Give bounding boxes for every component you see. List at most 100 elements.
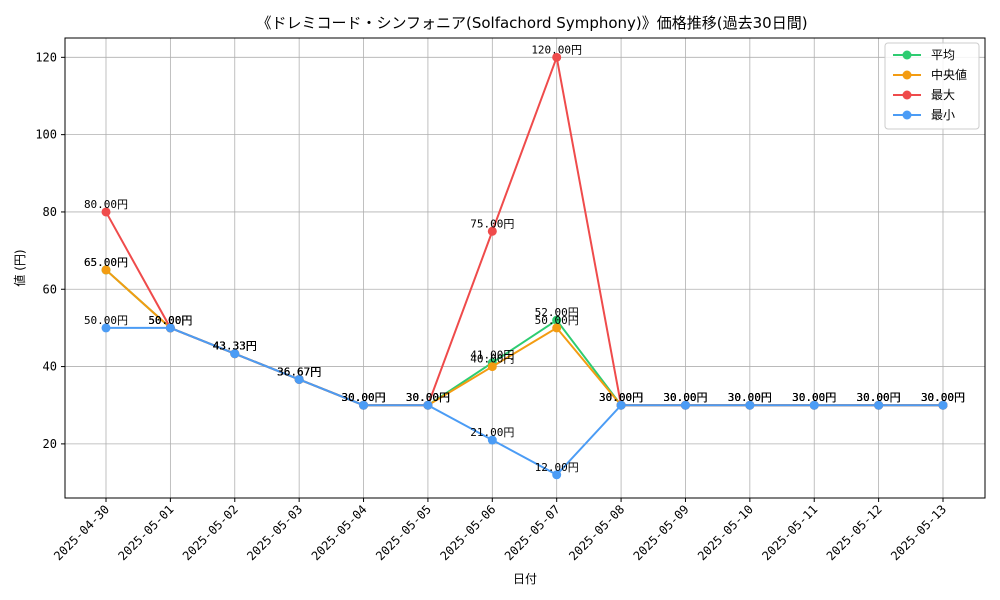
data-label: 30.00円 (341, 391, 385, 404)
grid-lines (65, 38, 985, 498)
legend-marker (902, 70, 912, 80)
data-point (874, 400, 884, 410)
data-point (230, 349, 240, 359)
data-label: 30.00円 (663, 391, 707, 404)
data-label: 30.00円 (406, 391, 450, 404)
data-label: 52.00円 (535, 306, 579, 319)
data-point (745, 400, 755, 410)
data-point (487, 362, 497, 372)
data-label: 30.00円 (857, 391, 901, 404)
y-tick-label: 80 (43, 205, 57, 219)
data-label: 21.00円 (470, 426, 514, 439)
y-tick-label: 60 (43, 282, 57, 296)
data-point (294, 374, 304, 384)
data-label: 36.67円 (277, 365, 321, 378)
data-point (423, 400, 433, 410)
y-tick-label: 120 (35, 50, 57, 64)
data-label: 43.33円 (213, 340, 257, 353)
data-point (809, 400, 819, 410)
data-point (938, 400, 948, 410)
data-point (680, 400, 690, 410)
data-label: 30.00円 (728, 391, 772, 404)
data-point (101, 323, 111, 333)
data-point (487, 226, 497, 236)
legend-label: 平均 (931, 48, 955, 62)
data-label: 36.67円 (277, 365, 321, 378)
data-label: 30.00円 (663, 391, 707, 404)
series-line (106, 326, 943, 477)
data-label: 30.00円 (857, 391, 901, 404)
data-point (101, 207, 111, 217)
y-axis-ticks: 20 40 60 80 100 120 (35, 50, 65, 451)
data-label: 30.00円 (921, 391, 965, 404)
data-point (616, 400, 626, 410)
legend-label: 最小 (931, 108, 955, 122)
data-label: 30.00円 (921, 391, 965, 404)
data-labels: 65.00円 50.00円 43.33円 36.67円 30.00円 30.00円 41.0… (84, 43, 965, 473)
data-label: 65.00円 (84, 256, 128, 269)
data-label: 65.00円 (84, 256, 128, 269)
data-label: 12.00円 (535, 461, 579, 474)
data-label: 30.00円 (792, 391, 836, 404)
data-label: 30.00円 (406, 391, 450, 404)
legend-marker (902, 110, 912, 120)
data-label: 30.00円 (663, 391, 707, 404)
data-label: 30.00円 (663, 391, 707, 404)
data-point (552, 323, 562, 333)
y-tick-label: 40 (43, 360, 57, 374)
data-label: 40.00円 (470, 353, 514, 366)
data-label: 30.00円 (341, 391, 385, 404)
data-label: 30.00円 (728, 391, 772, 404)
y-tick-label: 100 (35, 128, 57, 142)
data-label: 120.00円 (531, 43, 582, 56)
data-label: 50.00円 (148, 314, 192, 327)
x-axis-label: 日付 (513, 572, 537, 586)
legend-label: 最大 (931, 88, 955, 102)
data-point (552, 52, 562, 62)
data-point (552, 315, 562, 325)
data-label: 41.00円 (470, 349, 514, 362)
data-label: 30.00円 (792, 391, 836, 404)
data-label: 30.00円 (857, 391, 901, 404)
legend-marker (902, 90, 912, 100)
data-label: 50.00円 (148, 314, 192, 327)
series-lines (101, 52, 948, 480)
data-point (552, 470, 562, 480)
data-label: 30.00円 (921, 391, 965, 404)
legend-box (884, 42, 980, 130)
legend-label: 中央値 (931, 67, 967, 82)
y-axis-label: 値 (円) (12, 249, 27, 286)
data-label: 36.67円 (277, 365, 321, 378)
data-label: 30.00円 (792, 391, 836, 404)
data-label: 43.33円 (213, 340, 257, 353)
data-label: 43.33円 (213, 340, 257, 353)
data-point (487, 435, 497, 445)
data-label: 36.67円 (277, 365, 321, 378)
data-point (165, 323, 175, 333)
data-label: 30.00円 (406, 391, 450, 404)
data-label: 30.00円 (599, 391, 643, 404)
data-label: 30.00円 (728, 391, 772, 404)
data-label: 30.00円 (341, 391, 385, 404)
data-label: 30.00円 (341, 391, 385, 404)
data-label: 30.00円 (792, 391, 836, 404)
data-label: 50.00円 (84, 314, 128, 327)
data-label: 30.00円 (921, 391, 965, 404)
data-label: 30.00円 (599, 391, 643, 404)
data-label: 30.00円 (406, 391, 450, 404)
data-label: 50.00円 (148, 314, 192, 327)
plot-area (64, 37, 986, 499)
data-point (359, 400, 369, 410)
chart-title: 《ドレミコード・シンフォニア(Solfachord Symphony)》価格推移… (256, 14, 807, 32)
y-tick-label: 20 (43, 437, 57, 451)
data-point (101, 265, 111, 275)
data-label: 30.00円 (599, 391, 643, 404)
legend-marker (902, 50, 912, 60)
data-label: 30.00円 (728, 391, 772, 404)
data-label: 50.00円 (535, 314, 579, 327)
data-label: 30.00円 (599, 391, 643, 404)
data-label: 75.00円 (470, 217, 514, 230)
